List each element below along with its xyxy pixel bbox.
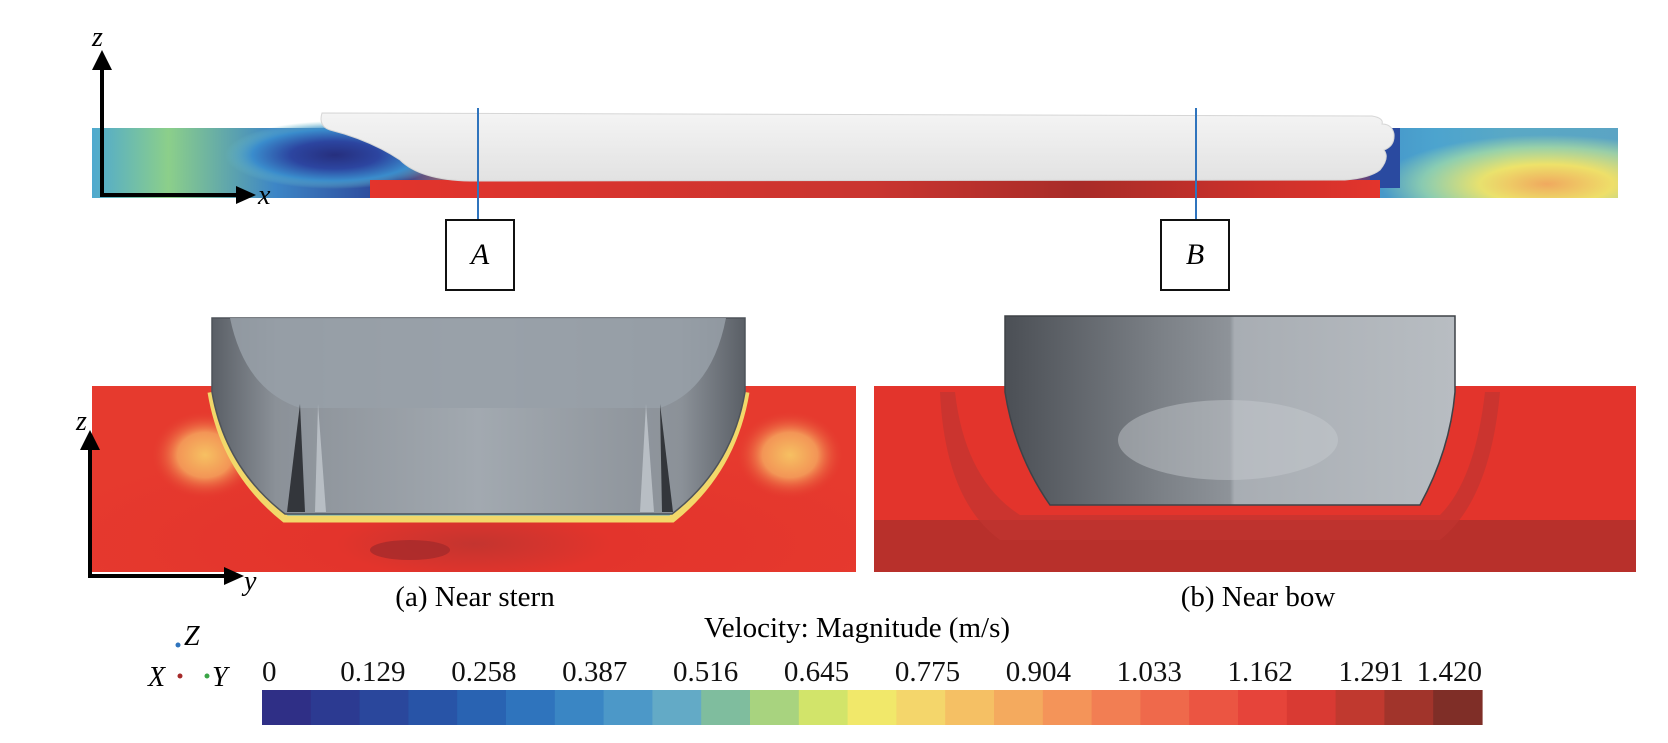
panel-b-near-bow: (b) Near bow xyxy=(874,315,1636,613)
colorbar-swatch xyxy=(1140,690,1190,725)
colorbar-tick-label: 0.516 xyxy=(673,656,738,688)
panel-b-hull-highlight xyxy=(1118,400,1338,480)
keel-high-velocity-band xyxy=(370,180,1380,198)
top-longitudinal-view: A B z x xyxy=(91,22,1618,291)
triad-y-dot xyxy=(204,673,210,679)
colorbar-swatch xyxy=(847,690,897,725)
colorbar-tick-label: 1.033 xyxy=(1117,656,1182,688)
panel-a-right-skeg-face xyxy=(640,404,654,512)
panel-a-z-label: z xyxy=(75,406,87,437)
colorbar-swatches xyxy=(262,690,1483,725)
colorbar-tick-label: 1.420 xyxy=(1417,656,1482,688)
colorbar-swatch xyxy=(506,690,556,725)
colorbar-swatch xyxy=(1238,690,1288,725)
panel-a-left-skeg-face xyxy=(315,404,326,512)
top-z-arrowhead xyxy=(92,50,112,70)
top-z-label: z xyxy=(91,22,103,53)
panel-a-y-arrowhead xyxy=(224,567,244,585)
colorbar-swatch xyxy=(1335,690,1385,725)
colorbar-swatch xyxy=(1433,690,1483,725)
colorbar-swatch xyxy=(457,690,507,725)
triad-z-dot xyxy=(175,642,181,648)
colorbar-swatch xyxy=(701,690,751,725)
colorbar-tick-label: 0.775 xyxy=(895,656,960,688)
colorbar-swatch xyxy=(359,690,409,725)
panel-a-z-arrowhead xyxy=(80,430,100,450)
panel-a-y-label: y xyxy=(241,566,257,597)
colorbar-swatch xyxy=(994,690,1044,725)
colorbar-swatch xyxy=(310,690,361,725)
colorbar-swatch xyxy=(603,690,653,725)
triad-x-dot xyxy=(177,673,183,679)
colorbar: Velocity: Magnitude (m/s) 0 0.129 0.258 0.3… xyxy=(262,612,1483,725)
ship-hull-profile xyxy=(320,112,1395,182)
colorbar-swatch xyxy=(945,690,995,725)
panel-a-left-skeg xyxy=(287,404,305,512)
colorbar-tick-label: 0.904 xyxy=(1006,656,1072,688)
colorbar-tick-label: 0.645 xyxy=(784,656,849,688)
top-x-label: x xyxy=(257,180,271,211)
colorbar-swatch xyxy=(262,690,312,725)
colorbar-tick-label: 1.162 xyxy=(1228,656,1293,688)
colorbar-swatch xyxy=(1286,690,1337,725)
panel-a-bottom-core xyxy=(370,540,450,560)
triad-z-label: Z xyxy=(184,621,200,652)
colorbar-swatch xyxy=(1384,690,1434,725)
orientation-triad: Z X Y xyxy=(147,621,231,693)
panel-a-right-vortex xyxy=(735,410,845,500)
colorbar-tick-label: 0.387 xyxy=(562,656,627,688)
section-box-b xyxy=(1160,219,1230,291)
colorbar-tick-label: 1.291 xyxy=(1338,656,1403,688)
colorbar-swatch xyxy=(408,690,458,725)
colorbar-tick-label: 0.129 xyxy=(340,656,405,688)
panel-a-right-skeg xyxy=(660,404,673,512)
colorbar-swatch xyxy=(750,690,800,725)
colorbar-swatch xyxy=(798,690,849,725)
panel-a-hull-inner-face xyxy=(230,318,726,408)
colorbar-swatch xyxy=(554,690,605,725)
colorbar-tick-label: 0 xyxy=(262,656,277,688)
triad-y-label: Y xyxy=(212,662,231,693)
panel-a-near-stern: z y (a) Near stern xyxy=(75,317,856,613)
colorbar-swatch xyxy=(1189,690,1239,725)
panel-b-hull-section xyxy=(1004,315,1456,506)
colorbar-swatch xyxy=(1042,690,1093,725)
bow-flow-region xyxy=(1380,128,1618,198)
colorbar-swatch xyxy=(1091,690,1141,725)
colorbar-title: Velocity: Magnitude (m/s) xyxy=(704,612,1010,644)
section-label-a: A xyxy=(469,238,490,271)
section-box-a xyxy=(445,219,515,291)
colorbar-swatch xyxy=(652,690,702,725)
panel-a-caption: (a) Near stern xyxy=(395,581,555,613)
top-x-arrowhead xyxy=(236,186,256,204)
panel-b-boundary-layer xyxy=(940,392,1500,540)
colorbar-swatch xyxy=(896,690,946,725)
section-label-b: B xyxy=(1186,238,1204,271)
panel-b-caption: (b) Near bow xyxy=(1181,581,1336,613)
colorbar-tick-label: 0.258 xyxy=(451,656,516,688)
colorbar-ticks: 0 0.129 0.258 0.387 0.516 0.645 0.775 0.904 1.03… xyxy=(262,656,1482,688)
triad-x-label: X xyxy=(147,662,166,693)
